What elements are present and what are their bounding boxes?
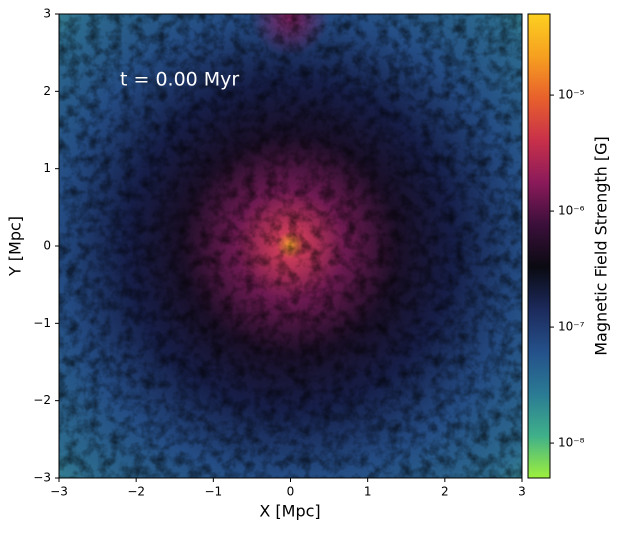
colorbar-label: Magnetic Field Strength [G] [592,136,611,356]
x-axis-label: X [Mpc] [259,502,320,521]
x-tick-label: −3 [50,485,68,499]
x-tick-label: 3 [518,485,526,499]
y-tick-label: −3 [33,471,51,485]
y-tick-label: −1 [33,316,51,330]
colorbar-tick-label: 10⁻⁷ [558,320,585,334]
y-tick-label: 1 [43,161,51,175]
annotation: t = 0.00 Myr [120,69,239,91]
y-tick-label: 3 [43,7,51,21]
field-texture [59,14,522,478]
colorbar-tick-label: 10⁻⁸ [558,436,585,450]
x-tick-label: 0 [287,485,295,499]
colorbar-tick-label: 10⁻⁵ [558,88,585,102]
y-tick-label: 0 [43,239,51,253]
x-tick-label: 1 [364,485,372,499]
x-tick-label: −1 [204,485,222,499]
y-tick-label: −2 [33,393,51,407]
x-tick-label: 2 [441,485,449,499]
colorbar [527,13,551,479]
y-tick-label: 2 [43,84,51,98]
x-tick-label: −2 [127,485,145,499]
colorbar-tick-label: 10⁻⁶ [558,204,585,218]
y-axis-label: Y [Mpc] [6,216,25,277]
field-image [59,14,522,478]
